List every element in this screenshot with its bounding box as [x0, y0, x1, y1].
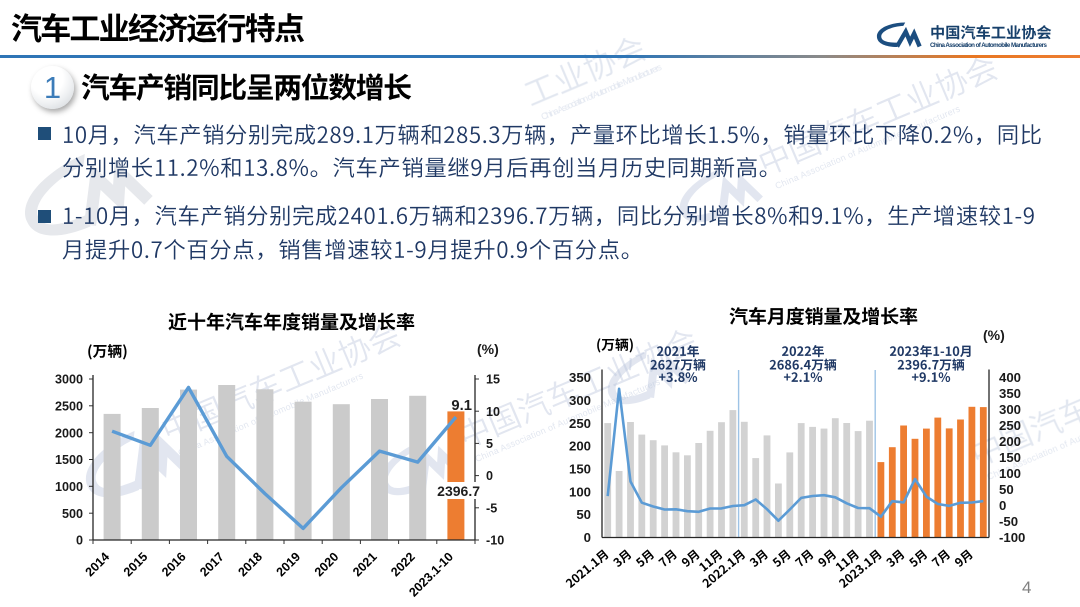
svg-text:-5: -5: [486, 501, 497, 515]
svg-text:100: 100: [569, 484, 591, 499]
svg-text:0: 0: [76, 534, 83, 548]
svg-text:2022: 2022: [388, 550, 418, 580]
svg-text:10: 10: [486, 405, 500, 419]
svg-text:0: 0: [999, 498, 1006, 513]
svg-text:500: 500: [62, 507, 83, 521]
svg-text:5: 5: [486, 437, 493, 451]
svg-text:200: 200: [999, 434, 1021, 449]
svg-text:350: 350: [569, 370, 591, 385]
svg-text:250: 250: [569, 416, 591, 431]
svg-text:300: 300: [999, 402, 1021, 417]
svg-text:2014: 2014: [83, 550, 113, 580]
svg-text:0: 0: [486, 469, 493, 483]
svg-text:(%): (%): [983, 327, 1005, 343]
svg-text:2015: 2015: [121, 550, 151, 580]
svg-text:2020: 2020: [312, 550, 342, 580]
svg-text:2396.7: 2396.7: [437, 483, 480, 499]
svg-text:350: 350: [999, 386, 1021, 401]
svg-text:400: 400: [999, 370, 1021, 385]
svg-text:150: 150: [569, 462, 591, 477]
svg-text:-50: -50: [999, 514, 1018, 529]
svg-text:150: 150: [999, 450, 1021, 465]
svg-text:100: 100: [999, 466, 1021, 481]
svg-text:3000: 3000: [55, 373, 83, 387]
svg-text:2017: 2017: [197, 550, 227, 580]
svg-text:15: 15: [486, 373, 500, 387]
svg-text:9.1: 9.1: [451, 398, 472, 414]
svg-text:200: 200: [569, 439, 591, 454]
svg-text:50: 50: [576, 507, 591, 522]
svg-text:1000: 1000: [55, 480, 83, 494]
svg-text:-100: -100: [999, 530, 1025, 545]
svg-text:50: 50: [999, 482, 1014, 497]
svg-text:-10: -10: [486, 534, 504, 548]
svg-text:(%): (%): [477, 341, 499, 357]
svg-text:2016: 2016: [159, 550, 189, 580]
svg-text:0: 0: [584, 530, 591, 545]
svg-text:2019: 2019: [274, 550, 304, 580]
svg-text:2018: 2018: [235, 550, 265, 580]
svg-text:2000: 2000: [55, 426, 83, 440]
svg-text:2500: 2500: [55, 399, 83, 413]
svg-text:2021: 2021: [350, 550, 380, 580]
svg-text:300: 300: [569, 393, 591, 408]
svg-text:1500: 1500: [55, 453, 83, 467]
svg-text:250: 250: [999, 418, 1021, 433]
svg-text:China Association of Automobil: China Association of Automobile Manufact…: [930, 42, 1048, 49]
